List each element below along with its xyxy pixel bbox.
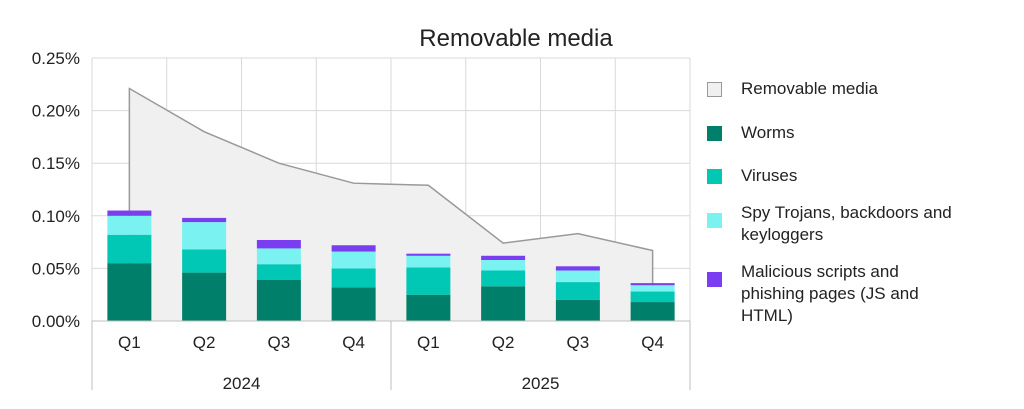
legend-item: Viruses [707,165,797,187]
area-removable-media-outline [128,87,654,321]
legend-swatch [707,82,722,97]
legend-swatch [707,213,722,228]
x-tick-label: Q2 [193,333,216,352]
legend-label: Viruses [741,166,798,185]
x-tick-label: Q2 [492,333,515,352]
y-tick-label: 0.00% [32,312,80,331]
bar-segment-1 [331,287,376,321]
legend-swatch [707,169,722,184]
legend-label: Spy Trojans, backdoors and keyloggers [741,203,952,244]
x-tick-label: Q3 [268,333,291,352]
chart-title: Removable media [419,25,613,52]
x-tick-label: Q1 [118,333,141,352]
legend-swatch [707,272,722,287]
bar-segment-1 [256,279,301,321]
x-tick-label: Q4 [641,333,664,352]
group-label: 2025 [522,374,560,393]
legend-label: Worms [741,123,795,142]
bar-series [107,210,675,321]
legend-item: Worms [707,122,795,144]
axes: 0.00% 0.05% 0.10% 0.15% 0.20% 0.25% Q1 Q2 Q3 Q4 Q1… [32,49,691,393]
y-tick-label: 0.05% [32,259,80,278]
bar-segment-2 [107,234,152,264]
bar-segment-1 [481,286,526,321]
x-tick-label: Q4 [342,333,365,352]
legend-label: Malicious scripts and phishing pages (JS… [741,262,919,325]
bar-segment-4 [256,239,301,249]
bar-segment-3 [182,222,227,250]
y-tick-label: 0.15% [32,154,80,173]
bar-segment-4 [481,255,526,260]
bar-segment-2 [406,267,451,295]
bar-segment-3 [331,251,376,269]
bar-segment-4 [555,266,600,271]
bar-segment-2 [331,268,376,288]
bar-segment-2 [481,270,526,287]
y-tick-label: 0.20% [32,102,80,121]
bar-segment-3 [256,248,301,265]
group-label: 2024 [223,374,261,393]
bar-segment-1 [182,272,227,321]
bar-segment-4 [406,253,451,256]
bar-segment-3 [107,215,152,235]
bar-segment-4 [107,210,152,216]
bar-segment-2 [182,249,227,273]
bar-segment-1 [630,302,675,321]
bar-segment-4 [630,283,675,286]
bar-segment-3 [406,255,451,268]
bar-segment-4 [331,245,376,252]
legend-swatch [707,126,722,141]
y-tick-label: 0.10% [32,207,80,226]
bar-segment-1 [107,263,152,321]
bar-segment-4 [182,217,227,223]
bar-segment-2 [256,264,301,280]
legend-item: Removable media [707,78,878,100]
bar-segment-1 [406,294,451,321]
x-tick-label: Q3 [567,333,590,352]
bar-segment-2 [555,282,600,300]
bar-segment-3 [630,285,675,292]
y-tick-label: 0.25% [32,49,80,68]
bar-segment-2 [630,291,675,303]
bar-segment-3 [555,270,600,283]
bar-segment-1 [555,299,600,321]
legend-label: Removable media [741,79,879,98]
bar-segment-3 [481,259,526,271]
legend-item: Spy Trojans, backdoors and keyloggers [707,202,1011,246]
x-tick-label: Q1 [417,333,440,352]
legend-item: Malicious scripts and phishing pages (JS… [707,261,956,327]
